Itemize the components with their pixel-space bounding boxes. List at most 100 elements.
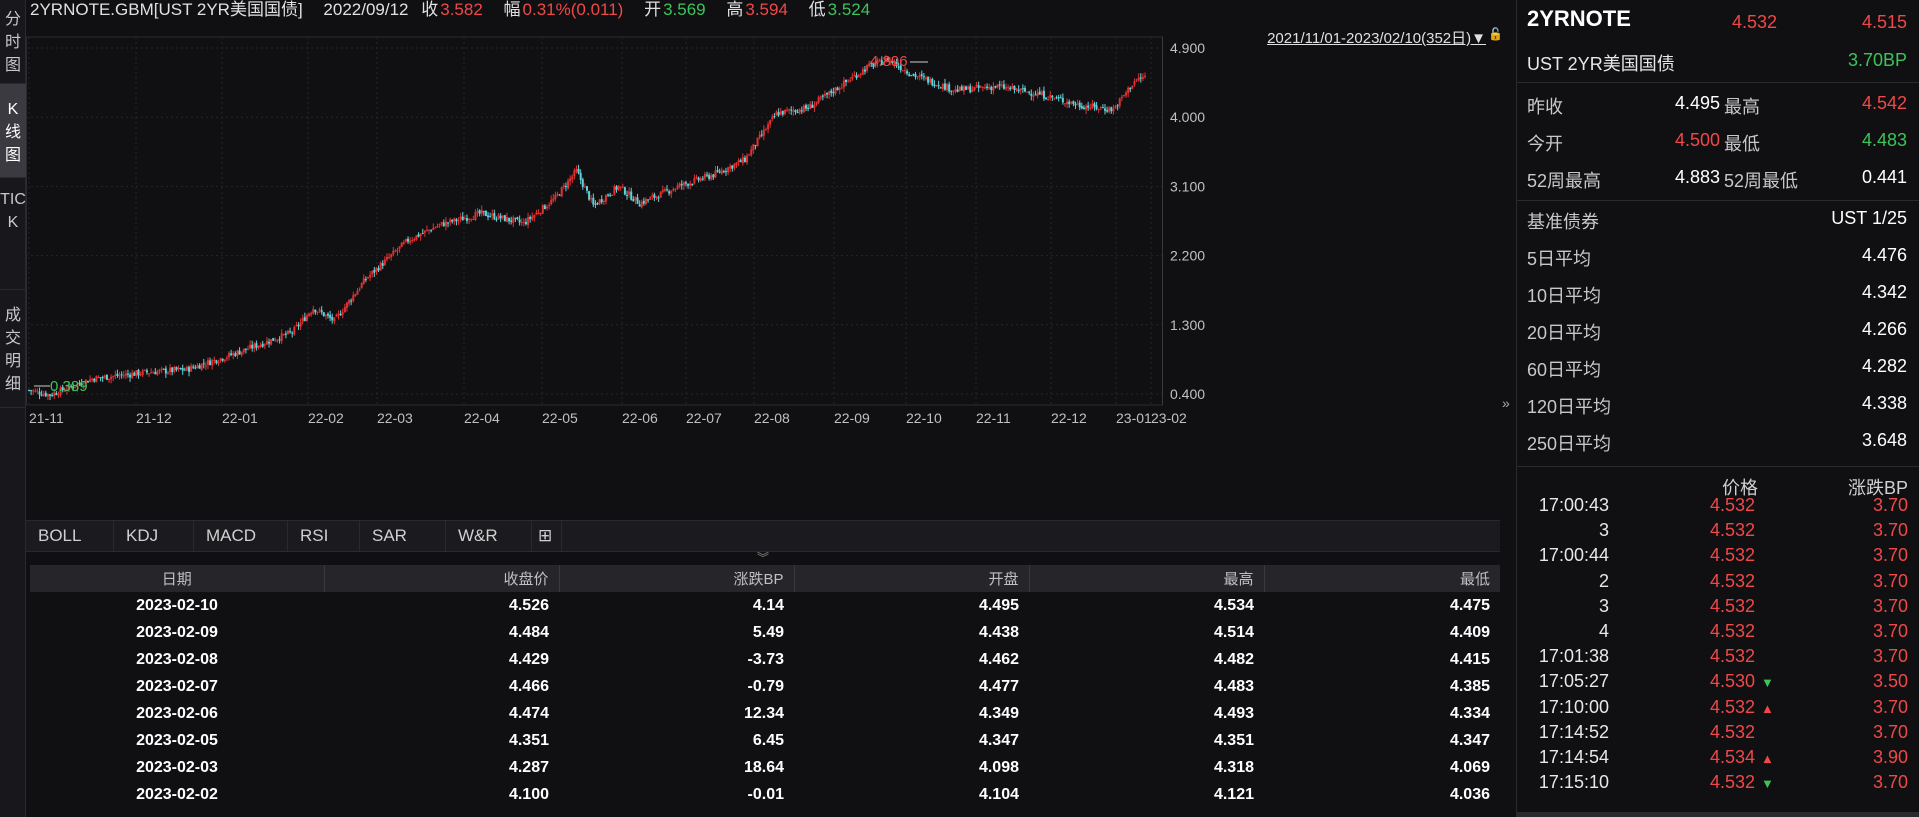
candle-body	[173, 367, 176, 372]
benchmark-value: UST 1/25	[1831, 208, 1907, 228]
candle-body	[154, 371, 157, 375]
candle-body	[495, 218, 498, 220]
kline-chart[interactable]: 4.900 4.000 3.100 2.200 1.300 0.400 21-11 21-12…	[26, 22, 1503, 518]
candle-body	[428, 229, 431, 231]
candle-body	[1017, 89, 1020, 92]
expand-handle-icon[interactable]: ︾	[756, 551, 769, 565]
col-date[interactable]: 日期	[30, 565, 325, 592]
candle-body	[484, 210, 487, 217]
average-label: 5日平均	[1527, 249, 1592, 269]
candle-body	[979, 86, 982, 88]
table-row[interactable]: 2023-02-07 4.466 -0.79 4.477 4.483 4.385	[30, 673, 1500, 700]
average-label: 60日平均	[1527, 360, 1602, 380]
candle-body	[918, 75, 921, 77]
candle-body	[122, 375, 125, 377]
kline-svg[interactable]: 4.900 4.000 3.100 2.200 1.300 0.400 21-11 21-12…	[26, 22, 1500, 518]
x-tick-label: 22-02	[308, 410, 344, 426]
cell-change: -3.73	[747, 650, 784, 668]
candle-body	[975, 84, 978, 87]
tick-time: 17:01:38	[1538, 646, 1609, 667]
candle-body	[1036, 92, 1039, 96]
col-change[interactable]: 涨跌BP	[559, 565, 795, 592]
candle-body	[592, 197, 595, 205]
x-tick-label: 22-04	[464, 410, 500, 426]
indicator-rsi[interactable]: RSI	[288, 521, 360, 551]
candle-body	[832, 92, 835, 94]
candle-body	[421, 233, 424, 235]
candle-body	[358, 289, 361, 291]
candle-body	[727, 167, 730, 173]
indicator-macd[interactable]: MACD	[194, 521, 288, 551]
table-row[interactable]: 2023-02-08 4.429 -3.73 4.462 4.482 4.415	[30, 646, 1500, 673]
candle-body	[316, 311, 319, 313]
candle-body	[594, 203, 597, 205]
candle-body	[1030, 93, 1033, 96]
candle-body	[1114, 106, 1117, 109]
candle-body	[377, 268, 380, 271]
col-close[interactable]: 收盘价	[324, 565, 560, 592]
candle-body	[724, 171, 727, 173]
candle-body	[882, 62, 885, 66]
candle-body	[933, 84, 936, 87]
candle-body	[588, 191, 591, 200]
lock-icon[interactable]: 🔓	[1488, 27, 1503, 41]
indicator-sar[interactable]: SAR	[360, 521, 446, 551]
tick-row: 17:10:00 4.532 ▲ 3.70	[1517, 695, 1919, 720]
candle-body	[1125, 92, 1128, 96]
candle-body	[1059, 97, 1062, 99]
table-row[interactable]: 2023-02-10 4.526 4.14 4.495 4.534 4.475	[30, 592, 1500, 619]
tick-time: 17:14:52	[1538, 721, 1609, 742]
tick-change: 3.70	[1872, 772, 1908, 793]
candle-body	[255, 343, 258, 348]
candle-body	[415, 235, 418, 240]
indicator-wr[interactable]: W&R	[446, 521, 532, 551]
col-high[interactable]: 最高	[1029, 565, 1265, 592]
candle-body	[253, 343, 256, 349]
table-row[interactable]: 2023-02-09 4.484 5.49 4.438 4.514 4.409	[30, 619, 1500, 646]
col-low[interactable]: 最低	[1264, 565, 1500, 592]
candle-body	[630, 191, 633, 200]
candle-body	[579, 172, 582, 180]
cell-low: 4.385	[1449, 677, 1490, 695]
candle-body	[137, 369, 140, 376]
average-label: 250日平均	[1527, 434, 1612, 454]
table-row[interactable]: 2023-02-02 4.100 -0.01 4.104 4.121 4.036	[30, 781, 1500, 808]
candle-body	[1106, 110, 1109, 112]
average-label: 120日平均	[1527, 397, 1612, 417]
tick-price: 4.532	[1710, 621, 1756, 641]
tick-row: 17:14:52 4.532 3.70	[1517, 720, 1919, 745]
tick-change: 3.70	[1872, 520, 1908, 541]
cell-date: 2023-02-10	[136, 596, 218, 614]
x-tick-label: 22-12	[1051, 410, 1087, 426]
divider	[1517, 466, 1919, 467]
tab-tick[interactable]: TICK	[0, 178, 26, 290]
tab-intraday[interactable]: 分时图	[0, 0, 26, 84]
candle-body	[613, 186, 616, 195]
tick-time: 4	[1598, 621, 1609, 641]
candle-body	[451, 220, 454, 222]
add-indicator-icon[interactable]: ⊞	[532, 521, 562, 551]
candle-body	[1053, 98, 1056, 100]
table-row[interactable]: 2023-02-05 4.351 6.45 4.347 4.351 4.347	[30, 727, 1500, 754]
candle-body	[1118, 98, 1121, 106]
panel-footer	[1517, 812, 1919, 817]
candle-body	[569, 178, 572, 182]
candle-body	[590, 197, 593, 200]
collapse-panel-icon[interactable]: »	[1502, 395, 1510, 411]
candle-body	[994, 85, 997, 88]
indicator-boll[interactable]: BOLL	[26, 521, 114, 551]
candle-body	[217, 362, 220, 364]
date-range-selector[interactable]: 2021/11/01-2023/02/10(352日)▼	[1267, 30, 1486, 47]
table-row[interactable]: 2023-02-06 4.474 12.34 4.349 4.493 4.334	[30, 700, 1500, 727]
cell-close: 4.429	[508, 650, 549, 668]
candle-body	[1011, 86, 1014, 89]
table-row[interactable]: 2023-02-03 4.287 18.64 4.098 4.318 4.069	[30, 754, 1500, 781]
candle-body	[676, 185, 679, 189]
tab-kline[interactable]: K线图	[0, 84, 26, 178]
cell-date: 2023-02-08	[136, 650, 218, 668]
col-open[interactable]: 开盘	[794, 565, 1030, 592]
tab-trade-detail[interactable]: 成交明细	[0, 290, 26, 408]
candle-body	[97, 377, 100, 379]
candle-body	[436, 226, 439, 228]
indicator-kdj[interactable]: KDJ	[114, 521, 194, 551]
